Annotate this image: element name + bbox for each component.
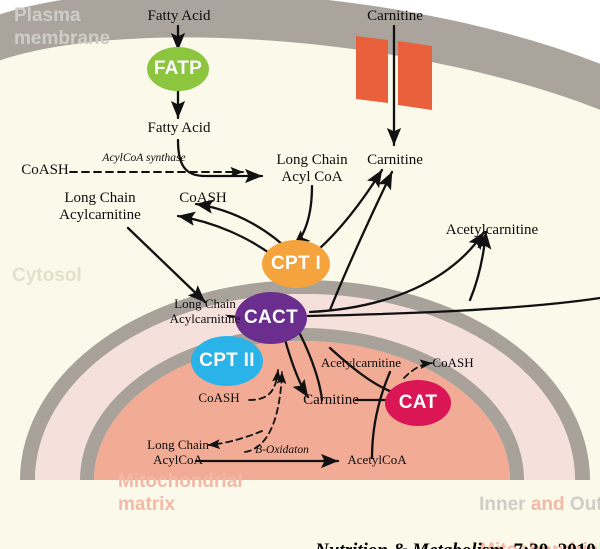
arrow-longchainacylcoa-to-cpt1 (291, 184, 314, 249)
arrow-matrix-acylcoa-to-cpt2 (244, 371, 287, 453)
arrow-cpt1-to-carnitine (316, 168, 384, 252)
citation-detail: , 7:30, 2010 (504, 540, 596, 549)
label-coash-cytosol-left: CoASH (21, 162, 69, 178)
line-cat-to-acetylcoa (370, 370, 392, 460)
enzyme-cact-label: CACT (244, 307, 298, 328)
label-beta-oxidation: B-Oxidaton (255, 444, 309, 456)
label-acylcoa-synthase: AcylCoA synthase (102, 152, 186, 164)
label-long-chain-acylcoa-matrix: Long Chain AcylCoA (147, 437, 209, 467)
enzyme-cpt2[interactable]: CPT II (191, 336, 263, 386)
label-membrane-inner: Inner (479, 494, 526, 515)
label-coash-cat: CoASH (432, 355, 474, 370)
label-mitochondrial-matrix: Mitochondrial matrix (118, 471, 243, 515)
enzyme-fatp-label: FATP (153, 58, 203, 79)
label-membrane-outer: Outer (569, 494, 600, 515)
enzyme-cpt2-label: CPT II (199, 350, 255, 371)
label-long-chain-acylcarnitine-cytosol: Long Chain Acylcarnitine (59, 190, 141, 223)
label-membrane-line2: Mitochondrial membrane (479, 540, 600, 549)
label-long-chain-acylcarnitine-ims: Long Chain Acylcarnitine (169, 296, 241, 326)
carnitine-transporter-right (398, 41, 432, 110)
enzyme-cat[interactable]: CAT (385, 380, 451, 426)
arrow-cact-to-carnitine-matrix (282, 334, 310, 399)
label-long-chain-acyl-coa: Long Chain Acyl CoA (276, 152, 348, 185)
citation: Nutrition & Metabolism, 7:30, 2010 (296, 518, 596, 549)
label-fatty-acid-extracellular: Fatty Acid (147, 8, 211, 24)
label-plasma-membrane: Plasma membrane (14, 5, 111, 49)
arrow-cact-hub-right (306, 296, 600, 318)
label-carnitine-cytosol: Carnitine (367, 152, 423, 168)
arrow-dashed-to-longchain-acylcoa (207, 430, 263, 449)
label-acetylcarnitine-cytosol: Acetylcarnitine (445, 222, 539, 238)
label-coash-matrix: CoASH (198, 390, 240, 405)
label-mitochondrial-membrane: Inner and Outer Mitochondrial membrane (458, 470, 600, 549)
arrow-to-acetylcarnitine-cytosol-tip (468, 230, 492, 302)
label-acetylcarnitine-matrix: Acetylcarnitine (320, 355, 402, 370)
citation-journal: Nutrition & Metabolism (315, 540, 504, 549)
label-coash-cytosol-mid: CoASH (179, 190, 227, 206)
label-acetylcoa-matrix: AcetylCoA (347, 452, 407, 467)
arrow-cact-down-carnitine (298, 332, 324, 402)
label-fatty-acid-cytosol: Fatty Acid (147, 120, 211, 136)
arrow-cact-to-acetylcarnitine-cytosol (308, 230, 486, 314)
enzyme-cpt1[interactable]: CPT I (262, 240, 330, 288)
label-carnitine-extracellular: Carnitine (367, 8, 423, 24)
carnitine-transporter-left (356, 36, 388, 103)
arrow-cact-to-carnitine-cytosol (328, 170, 394, 312)
arrow-acylcarnitine-cyt-to-ims (126, 226, 207, 304)
enzyme-cact[interactable]: CACT (235, 292, 307, 344)
arrow-cpt1-to-coash-a (176, 211, 278, 260)
arrow-cat-to-coash (403, 359, 433, 379)
label-cytosol: Cytosol (12, 265, 82, 286)
arrow-fattyacid-to-longchainacylcoa (176, 138, 264, 184)
label-membrane-and: and (530, 494, 565, 515)
plasma-membrane-band (0, 0, 600, 110)
enzyme-cat-label: CAT (398, 392, 438, 413)
enzyme-cpt1-label: CPT I (270, 253, 322, 274)
line-acetylcarnitine-matrix-to-cat (328, 346, 394, 394)
enzyme-fatp[interactable]: FATP (147, 47, 209, 91)
label-carnitine-matrix: Carnitine (303, 392, 359, 408)
